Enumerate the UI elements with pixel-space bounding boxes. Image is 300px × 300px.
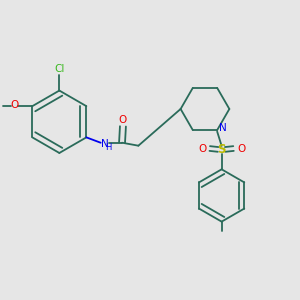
Text: S: S bbox=[218, 143, 226, 156]
Text: N: N bbox=[101, 139, 109, 148]
Text: N: N bbox=[219, 123, 226, 133]
Text: H: H bbox=[106, 143, 112, 152]
Text: Cl: Cl bbox=[54, 64, 64, 74]
Text: O: O bbox=[11, 100, 19, 110]
Text: O: O bbox=[119, 115, 127, 125]
Text: O: O bbox=[198, 143, 206, 154]
Text: O: O bbox=[237, 143, 245, 154]
